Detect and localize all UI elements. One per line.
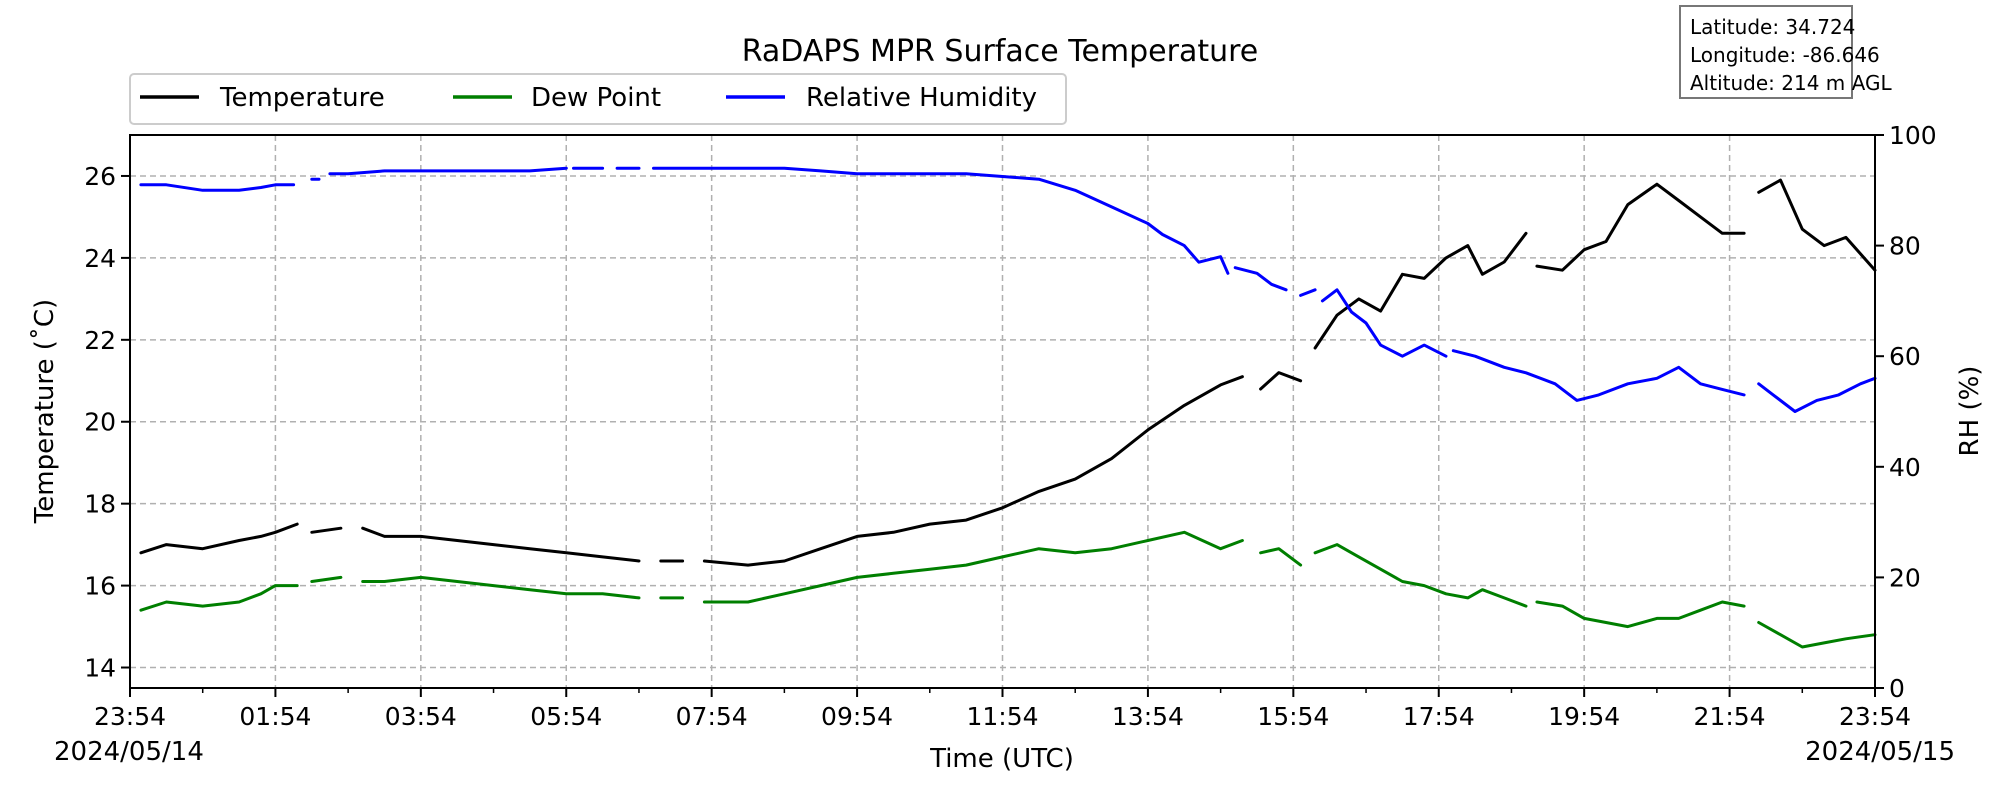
legend: Temperature Dew Point Relative Humidity xyxy=(129,73,1067,125)
y2-tick-label: 80 xyxy=(1889,232,1921,261)
x-axis-label: Time (UTC) xyxy=(929,744,1074,774)
legend-label-temperature: Temperature xyxy=(219,83,385,113)
y-tick-label: 26 xyxy=(84,162,116,191)
x-tick-label: 01:54 xyxy=(239,702,311,731)
series-layer xyxy=(139,166,1877,649)
y-tick-label: 16 xyxy=(84,572,116,601)
chart-title: RaDAPS MPR Surface Temperature xyxy=(742,34,1259,69)
x-tick-label: 23:54 xyxy=(94,702,166,731)
y-axis-ticks: 14 16 18 20 22 24 26 xyxy=(84,162,130,683)
y2-tick-label: 40 xyxy=(1889,453,1921,482)
x-tick-label: 13:54 xyxy=(1112,702,1184,731)
y-tick-label: 22 xyxy=(84,326,116,355)
y2-axis-label: RH (%) xyxy=(1955,366,1985,457)
longitude-text: Longitude: -86.646 xyxy=(1690,43,1880,67)
x-tick-label: 05:54 xyxy=(530,702,602,731)
x-tick-label: 21:54 xyxy=(1694,702,1766,731)
x-tick-label: 07:54 xyxy=(676,702,748,731)
series-line-temperature xyxy=(139,178,1877,567)
y-tick-label: 18 xyxy=(84,490,116,519)
start-date-label: 2024/05/14 xyxy=(54,737,204,767)
legend-label-dew-point: Dew Point xyxy=(531,83,661,113)
y-gridlines xyxy=(130,175,1875,669)
x-axis-ticks: 23:54 01:54 03:54 05:54 07:54 09:54 11:54 13:54… xyxy=(94,688,1911,731)
y-tick-label: 24 xyxy=(84,244,116,273)
y2-tick-label: 0 xyxy=(1889,674,1905,703)
x-tick-label: 15:54 xyxy=(1257,702,1329,731)
x-gridlines xyxy=(274,135,1731,688)
y-tick-label: 20 xyxy=(84,408,116,437)
legend-frame xyxy=(129,73,1067,125)
location-info-box: Latitude: 34.724 Longitude: -86.646 Alti… xyxy=(1679,5,1892,99)
y2-tick-label: 60 xyxy=(1889,342,1921,371)
series-line-relative-humidity xyxy=(139,166,1877,413)
latitude-text: Latitude: 34.724 xyxy=(1690,15,1856,39)
x-tick-label: 03:54 xyxy=(385,702,457,731)
x-tick-label: 23:54 xyxy=(1839,702,1911,731)
y-axis-label: Temperature (˚C) xyxy=(30,299,60,524)
x-tick-label: 11:54 xyxy=(966,702,1038,731)
y2-axis-ticks: 0 20 40 60 80 100 xyxy=(1875,121,1937,703)
x-tick-label: 17:54 xyxy=(1403,702,1475,731)
y2-tick-label: 100 xyxy=(1889,121,1937,150)
legend-label-relative-humidity: Relative Humidity xyxy=(806,83,1037,113)
end-date-label: 2024/05/15 xyxy=(1805,737,1955,767)
x-tick-label: 09:54 xyxy=(821,702,893,731)
altitude-text: Altitude: 214 m AGL xyxy=(1690,71,1892,95)
x-tick-label: 19:54 xyxy=(1548,702,1620,731)
series-line-dew-point xyxy=(139,530,1877,649)
y-tick-label: 14 xyxy=(84,654,116,683)
y2-tick-label: 20 xyxy=(1889,563,1921,592)
